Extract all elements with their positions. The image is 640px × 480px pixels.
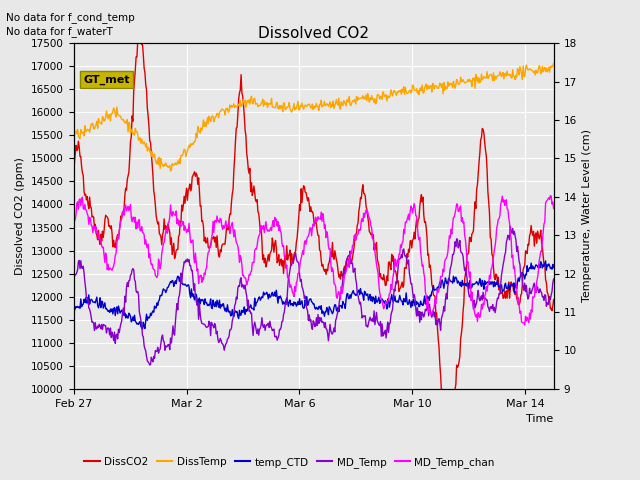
Y-axis label: Temperature, Water Level (cm): Temperature, Water Level (cm) [582, 130, 592, 302]
Text: No data for f_waterT: No data for f_waterT [6, 26, 113, 37]
X-axis label: Time: Time [526, 414, 554, 424]
Title: Dissolved CO2: Dissolved CO2 [258, 25, 369, 41]
Legend: DissCO2, DissTemp, temp_CTD, MD_Temp, MD_Temp_chan: DissCO2, DissTemp, temp_CTD, MD_Temp, MD… [80, 453, 499, 472]
Text: GT_met: GT_met [83, 74, 130, 84]
Text: No data for f_cond_temp: No data for f_cond_temp [6, 12, 135, 23]
Y-axis label: Dissolved CO2 (ppm): Dissolved CO2 (ppm) [15, 157, 26, 275]
